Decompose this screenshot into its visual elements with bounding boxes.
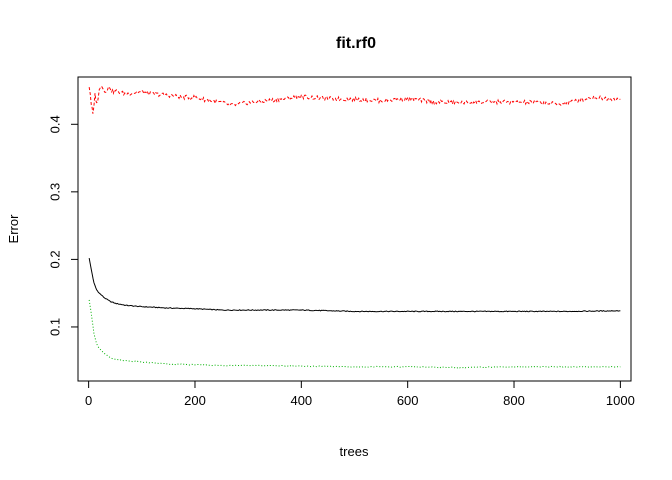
y-tick-label: 0.1 — [47, 318, 62, 336]
y-tick-label: 0.4 — [47, 115, 62, 133]
y-tick-label: 0.3 — [47, 183, 62, 201]
y-axis-label: Error — [6, 214, 21, 244]
x-tick-label: 400 — [290, 393, 312, 408]
chart-title: fit.rf0 — [336, 35, 376, 52]
series-line-1 — [88, 257, 621, 313]
x-tick-label: 800 — [503, 393, 525, 408]
y-axis: 0.1 0.2 0.3 0.4 — [47, 115, 78, 336]
series-layer — [88, 85, 621, 369]
plot-frame — [77, 76, 632, 382]
x-axis: 0 200 400 600 800 1000 — [85, 381, 635, 408]
y-tick-label: 0.2 — [47, 250, 62, 268]
x-tick-label: 600 — [397, 393, 419, 408]
series-line-2 — [88, 299, 621, 369]
x-tick-label: 1000 — [606, 393, 635, 408]
series-line-3 — [88, 85, 621, 114]
x-axis-label: trees — [340, 444, 369, 459]
x-tick-label: 0 — [85, 393, 92, 408]
x-tick-label: 200 — [184, 393, 206, 408]
